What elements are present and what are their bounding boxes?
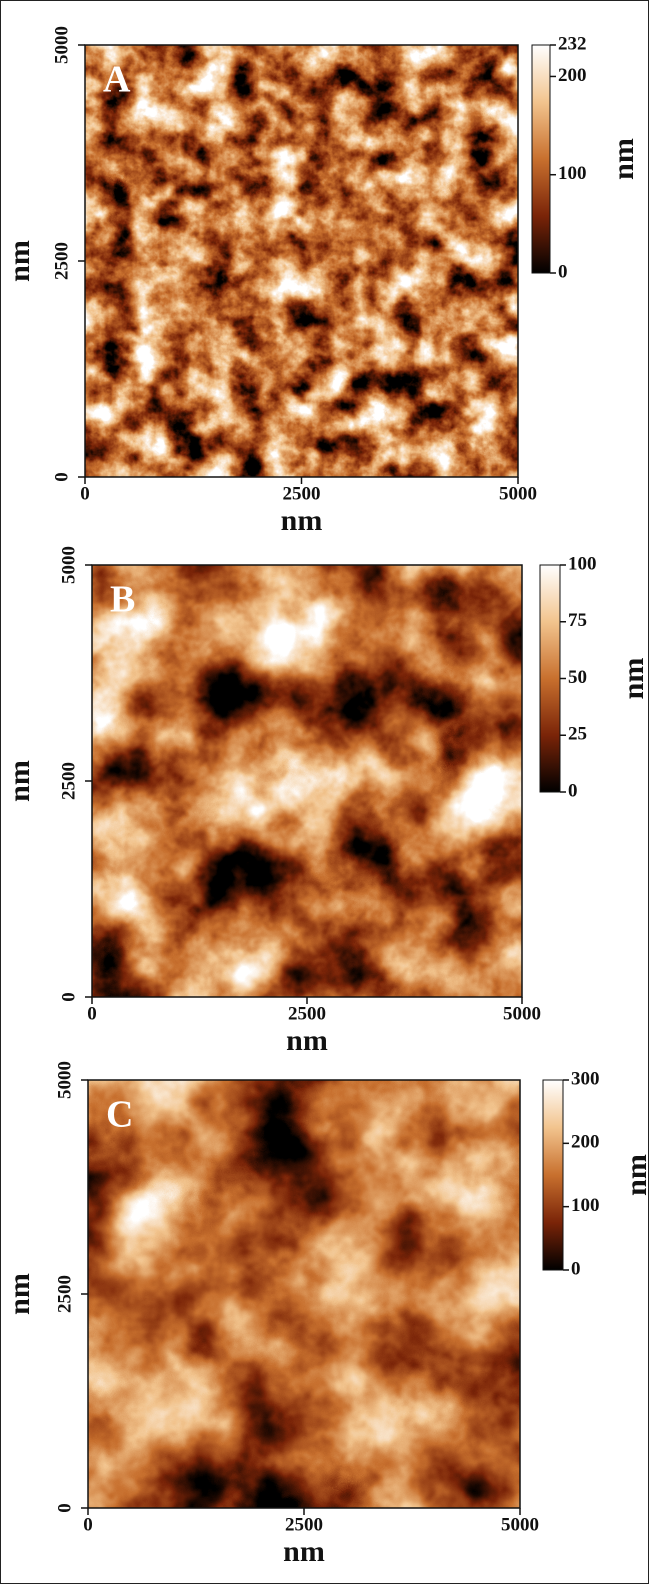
colorbar-tick-label: 300 (571, 1068, 600, 1089)
x-tick-label: 2500 (283, 483, 321, 504)
colorbar-tick-label: 200 (558, 65, 587, 86)
colorbar-tick-label: 0 (571, 1258, 581, 1279)
colorbar-tick-label: 100 (568, 553, 597, 574)
x-axis-label: nm (281, 504, 323, 537)
x-tick-label: 0 (83, 1514, 93, 1535)
y-tick-label: 2500 (51, 242, 72, 280)
colorbar (542, 1079, 564, 1271)
y-tick-label: 2500 (54, 1275, 75, 1313)
y-axis-label: nm (3, 240, 36, 282)
x-tick-label: 5000 (503, 1003, 541, 1024)
panel-label: C (106, 1094, 133, 1136)
x-tick-label: 0 (87, 1003, 97, 1024)
y-tick-label: 5000 (58, 546, 79, 584)
x-tick-label: 2500 (285, 1514, 323, 1535)
x-tick-label: 5000 (499, 483, 537, 504)
y-axis-label: nm (3, 760, 36, 802)
x-tick-label: 5000 (501, 1514, 539, 1535)
colorbar-tick-label: 25 (568, 724, 587, 745)
colorbar (539, 564, 561, 793)
y-tick-label: 0 (51, 472, 72, 482)
colorbar-tick-label: 100 (571, 1195, 600, 1216)
y-tick-label: 2500 (58, 762, 79, 800)
y-tick-label: 5000 (54, 1061, 75, 1099)
x-axis-label: nm (286, 1024, 328, 1057)
colorbar-tick-label: 75 (568, 610, 587, 631)
afm-image (85, 45, 518, 477)
colorbar-label: nm (607, 138, 640, 180)
y-tick-label: 0 (58, 992, 79, 1002)
panel-label: A (103, 59, 131, 101)
colorbar-label: nm (620, 1154, 649, 1196)
y-axis-label: nm (3, 1273, 36, 1315)
x-tick-label: 0 (80, 483, 90, 504)
colorbar-tick-label: 100 (558, 163, 587, 184)
colorbar-tick-label: 200 (571, 1132, 600, 1153)
y-tick-label: 0 (54, 1503, 75, 1513)
x-tick-label: 2500 (288, 1003, 326, 1024)
colorbar (531, 44, 551, 274)
colorbar-tick-label: 50 (568, 667, 587, 688)
y-tick-label: 5000 (51, 26, 72, 64)
colorbar-tick-label: 0 (558, 261, 568, 282)
afm-image (92, 565, 522, 997)
afm-image (88, 1080, 520, 1508)
colorbar-label: nm (617, 658, 649, 700)
colorbar-tick-label: 0 (568, 780, 578, 801)
panel-label: B (110, 579, 135, 621)
x-axis-label: nm (283, 1535, 325, 1568)
colorbar-tick-label: 232 (558, 33, 587, 54)
